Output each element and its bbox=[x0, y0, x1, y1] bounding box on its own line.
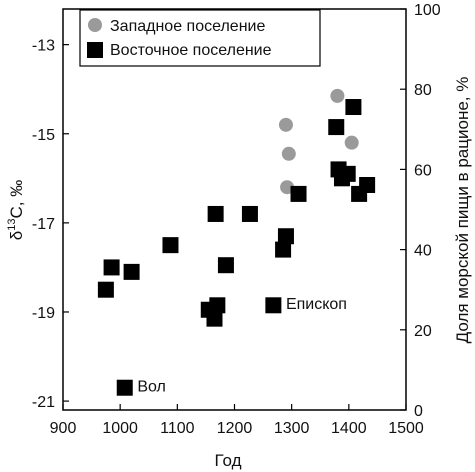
y2-tick-label: 40 bbox=[414, 243, 432, 260]
legend: Западное поселение Восточное поселение bbox=[79, 9, 321, 67]
point-series-1 bbox=[103, 259, 120, 276]
legend-box bbox=[79, 9, 321, 67]
point-series-0 bbox=[344, 135, 359, 150]
y2-tick-label: 20 bbox=[414, 323, 432, 340]
x-tick-label: 1400 bbox=[331, 420, 367, 437]
y2-tick-label: 100 bbox=[414, 2, 441, 19]
point-series-1 bbox=[290, 185, 307, 202]
point-series-0 bbox=[278, 117, 293, 132]
y2-tick-label: 0 bbox=[414, 403, 423, 420]
point-series-1 bbox=[123, 263, 140, 280]
point-series-1 bbox=[209, 297, 226, 314]
data-points bbox=[97, 88, 376, 396]
y-tick-label: -19 bbox=[32, 305, 55, 322]
legend-marker-east bbox=[87, 42, 103, 58]
point-series-1 bbox=[207, 205, 224, 222]
x-tick-label: 1200 bbox=[217, 420, 253, 437]
y-axis-left: -13 -15 -17 -19 -21 bbox=[32, 38, 69, 411]
legend-label-east: Восточное поселение bbox=[110, 42, 272, 59]
point-series-1 bbox=[359, 176, 376, 193]
point-series-1 bbox=[277, 228, 294, 245]
plot-frame bbox=[62, 8, 407, 411]
point-series-1 bbox=[345, 99, 362, 116]
legend-marker-west bbox=[88, 18, 102, 32]
y-axis-right: 0 20 40 60 80 100 bbox=[400, 2, 441, 420]
x-axis-title: Год bbox=[214, 451, 241, 470]
point-series-1 bbox=[241, 205, 258, 222]
point-series-1 bbox=[206, 310, 223, 327]
point-series-1 bbox=[339, 165, 356, 182]
x-tick-label: 1300 bbox=[274, 420, 310, 437]
y-tick-label: -17 bbox=[32, 216, 55, 233]
y-tick-label: -21 bbox=[32, 394, 55, 411]
x-tick-label: 1500 bbox=[388, 420, 424, 437]
point-series-0 bbox=[281, 146, 296, 161]
y-axis-left-title: δ13C, ‰ bbox=[6, 180, 26, 240]
x-tick-label: 1000 bbox=[102, 420, 138, 437]
point-series-1 bbox=[328, 119, 345, 136]
point-series-1 bbox=[217, 257, 234, 274]
annotation: Епископ bbox=[286, 296, 347, 313]
point-series-1 bbox=[275, 241, 292, 258]
x-axis: 900 1000 1100 1200 1300 1400 1500 bbox=[50, 404, 424, 437]
y2-tick-label: 80 bbox=[414, 82, 432, 99]
x-tick-label: 900 bbox=[50, 420, 77, 437]
y-tick-label: -13 bbox=[32, 38, 55, 55]
point-series-1 bbox=[162, 237, 179, 254]
y-axis-right-title: Доля морской пищи в рационе, % bbox=[453, 77, 472, 344]
point-series-1 bbox=[265, 297, 282, 314]
point-series-0 bbox=[330, 88, 345, 103]
legend-label-west: Западное поселение bbox=[110, 18, 265, 35]
point-series-1 bbox=[97, 281, 114, 298]
point-series-1 bbox=[116, 379, 133, 396]
y-tick-label: -15 bbox=[32, 127, 55, 144]
annotations: Вол Епископ bbox=[137, 296, 347, 395]
y2-tick-label: 60 bbox=[414, 162, 432, 179]
x-tick-label: 1100 bbox=[160, 420, 195, 437]
annotation: Вол bbox=[137, 378, 166, 395]
